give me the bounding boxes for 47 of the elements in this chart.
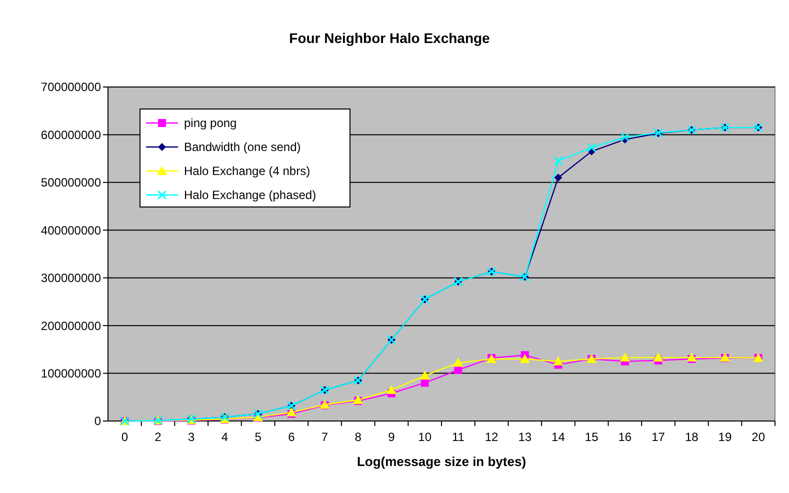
x-tick-label: 18 [684, 430, 699, 444]
point [553, 156, 563, 166]
point [553, 356, 564, 366]
x-tick-label: 8 [354, 430, 362, 444]
x-tick-label: 3 [188, 430, 196, 444]
y-tick-label: 700000000 [40, 80, 102, 94]
legend-label: ping pong [184, 116, 237, 130]
x-tick-label: 7 [321, 430, 328, 444]
point [420, 370, 430, 380]
x-tick-label: 20 [752, 430, 766, 444]
point [620, 352, 630, 362]
chart-title: Four Neighbor Halo Exchange [289, 30, 490, 46]
x-axis-title: Log(message size in bytes) [356, 454, 526, 469]
point [653, 352, 664, 362]
y-tick-label: 100000000 [40, 366, 102, 380]
y-tick-label: 600000000 [40, 128, 102, 142]
x-tick-label: 14 [552, 430, 566, 444]
y-tick-label: 300000000 [40, 271, 102, 286]
x-tick-label: 16 [618, 430, 632, 444]
point [586, 142, 596, 152]
legend-label: Halo Exchange (phased) [184, 188, 316, 202]
y-tick-label: 400000000 [40, 223, 102, 238]
point [453, 358, 464, 367]
point [386, 384, 396, 394]
x-tick-label: 0 [121, 430, 128, 444]
point [520, 354, 530, 363]
x-tick-label: 10 [418, 430, 432, 444]
legend-label: Bandwidth (one send) [184, 140, 301, 154]
x-tick-label: 19 [718, 430, 732, 444]
legend-label: Halo Exchange (4 nbrs) [184, 164, 310, 178]
x-tick-label: 4 [221, 430, 228, 444]
x-tick-label: 17 [652, 430, 666, 444]
x-tick-label: 2 [154, 430, 162, 444]
x-tick-label: 12 [484, 430, 499, 444]
x-tick-label: 11 [452, 430, 465, 444]
x-tick-label: 5 [254, 430, 262, 444]
point [620, 132, 630, 142]
x-tick-label: 15 [584, 430, 599, 444]
y-tick-label: 0 [94, 414, 102, 428]
x-tick-label: 13 [518, 430, 532, 444]
y-tick-label: 500000000 [40, 176, 102, 190]
x-tick-label: 9 [388, 430, 396, 444]
point [286, 407, 296, 416]
point [554, 174, 562, 182]
point [420, 378, 429, 387]
y-tick-label: 200000000 [40, 318, 102, 333]
x-tick-label: 6 [288, 430, 296, 444]
